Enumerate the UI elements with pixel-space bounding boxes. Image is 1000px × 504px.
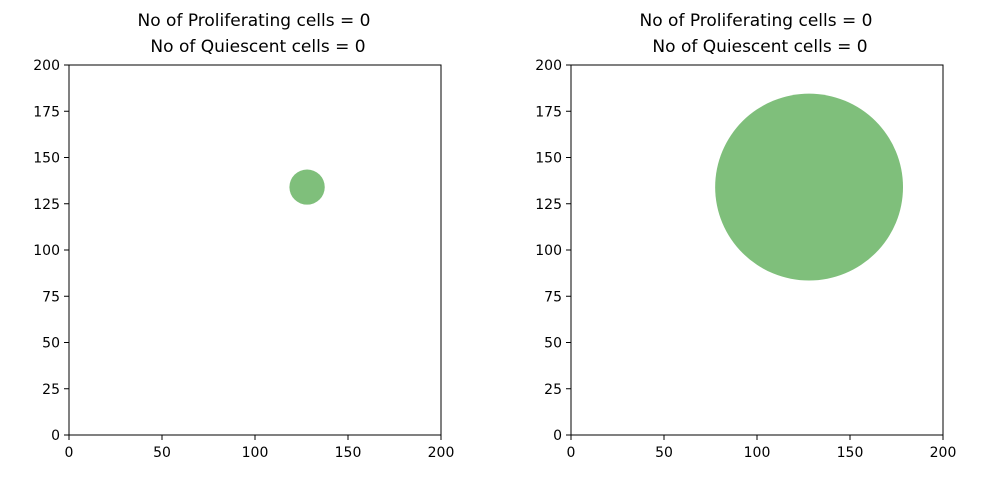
subplot-1-cells bbox=[289, 169, 325, 205]
y-tick-label-2-2: 25 bbox=[544, 382, 562, 398]
y-tick-label-1-1: 0 bbox=[51, 428, 60, 444]
y-tick-label-2-8: 175 bbox=[535, 104, 562, 120]
y-tick-label-2-1: 0 bbox=[553, 428, 562, 444]
x-tick-label-1-4: 150 bbox=[335, 445, 362, 461]
subplot-2-plot-area: 0 50 100 150 200 0 25 50 75 100 125 150 175 200 bbox=[535, 58, 956, 461]
subplot-1-title-line-2: No of Quiescent cells = 0 bbox=[150, 37, 365, 57]
subplot-2-title-line-1: No of Proliferating cells = 0 bbox=[640, 11, 873, 31]
y-tick-label-1-5: 100 bbox=[33, 243, 60, 259]
x-tick-label-1-3: 100 bbox=[242, 445, 269, 461]
y-tick-label-1-9: 200 bbox=[33, 58, 60, 74]
y-tick-label-1-7: 150 bbox=[33, 151, 60, 167]
subplot-1-plot-area: 0 50 100 150 200 0 25 50 75 100 125 150 175 200 bbox=[33, 58, 454, 461]
y-tick-label-1-8: 175 bbox=[33, 104, 60, 120]
y-tick-label-1-3: 50 bbox=[42, 336, 60, 352]
y-tick-label-1-6: 125 bbox=[33, 197, 60, 213]
subplot-1-axes-frame bbox=[68, 64, 442, 436]
y-tick-label-2-5: 100 bbox=[535, 243, 562, 259]
subplot-1: No of Proliferating cells = 0 No of Quie… bbox=[33, 11, 454, 461]
cell-circle-2-1 bbox=[715, 93, 904, 281]
x-tick-label-2-5: 200 bbox=[930, 445, 957, 461]
y-tick-label-2-7: 150 bbox=[535, 151, 562, 167]
x-tick-label-1-5: 200 bbox=[428, 445, 455, 461]
x-tick-label-1-1: 0 bbox=[65, 445, 74, 461]
cell-circle-1-1 bbox=[289, 169, 325, 205]
x-tick-label-1-2: 50 bbox=[153, 445, 171, 461]
x-tick-label-2-1: 0 bbox=[567, 445, 576, 461]
subplot-2-title-line-2: No of Quiescent cells = 0 bbox=[652, 37, 867, 57]
y-tick-label-1-2: 25 bbox=[42, 382, 60, 398]
x-tick-label-2-4: 150 bbox=[837, 445, 864, 461]
y-tick-label-2-3: 50 bbox=[544, 336, 562, 352]
y-tick-label-2-6: 125 bbox=[535, 197, 562, 213]
subplot-2-cells bbox=[715, 93, 904, 281]
subplot-1-title-line-1: No of Proliferating cells = 0 bbox=[138, 11, 371, 31]
x-tick-label-2-2: 50 bbox=[655, 445, 673, 461]
x-tick-label-2-3: 100 bbox=[744, 445, 771, 461]
y-tick-label-2-9: 200 bbox=[535, 58, 562, 74]
y-tick-label-2-4: 75 bbox=[544, 289, 562, 305]
subplot-2: No of Proliferating cells = 0 No of Quie… bbox=[535, 11, 956, 461]
y-tick-label-1-4: 75 bbox=[42, 289, 60, 305]
